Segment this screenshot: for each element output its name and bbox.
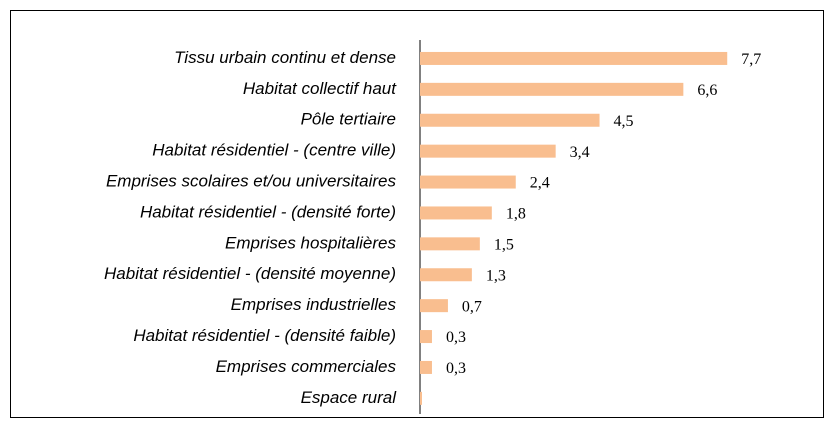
category-label: Emprises commerciales [216,357,397,376]
value-label: 1,5 [494,237,514,254]
bar [420,51,728,65]
category-label: Tissu urbain continu et dense [174,48,396,67]
category-label: Habitat résidentiel - (centre ville) [152,141,396,160]
bar [420,299,448,313]
bar [420,206,492,220]
category-label: Emprises industrielles [231,295,397,314]
value-label: 4,5 [614,113,634,130]
category-label: Habitat collectif haut [243,79,397,98]
value-label: 0,3 [446,329,466,346]
bar [420,268,472,282]
value-label: 0,3 [446,360,466,377]
bar [420,360,432,374]
value-label: 0,7 [462,298,482,315]
bar [420,237,480,251]
category-label: Habitat résidentiel - (densité forte) [140,202,396,221]
bar [420,330,432,344]
category-label: Emprises hospitalières [225,233,397,252]
category-label: Habitat résidentiel - (densité faible) [133,326,396,345]
bar [420,82,684,96]
value-label: 6,6 [697,82,717,99]
value-label: 1,3 [486,267,506,284]
value-label: 2,4 [530,175,550,192]
bar [420,113,600,127]
bar [420,144,556,158]
value-label: 1,8 [506,206,526,223]
value-label: 7,7 [741,51,761,68]
category-label: Emprises scolaires et/ou universitaires [106,172,397,191]
bar [420,391,422,405]
category-label: Pôle tertiaire [301,110,396,129]
value-label: 3,4 [570,144,590,161]
chart-border [10,10,824,418]
category-label: Espace rural [301,388,398,407]
category-label: Habitat résidentiel - (densité moyenne) [104,264,396,283]
bar [420,175,516,189]
